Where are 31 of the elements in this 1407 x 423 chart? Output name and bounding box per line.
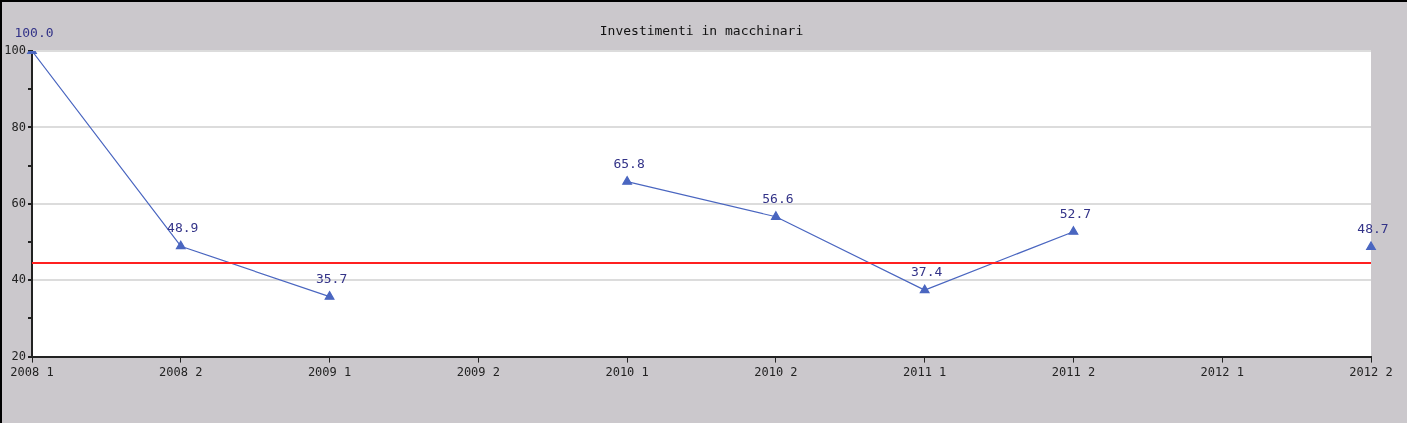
data-label: 35.7 — [315, 270, 348, 286]
x-tick-label: 2010 1 — [605, 364, 649, 379]
data-label: 100.0 — [14, 24, 54, 40]
x-tick-label: 2010 2 — [754, 364, 798, 379]
x-tick-label: 2011 1 — [902, 364, 947, 379]
data-label: 48.9 — [167, 220, 199, 236]
x-tick-label: 2012 1 — [1200, 364, 1244, 379]
x-tick-label: 2008 1 — [10, 364, 54, 379]
point — [1068, 226, 1079, 235]
data-label: 48.7 — [1357, 220, 1389, 236]
x-tick-label: 2012 2 — [1349, 364, 1393, 379]
x-tick-label: 2009 1 — [307, 364, 352, 379]
y-tick-label: 40 — [11, 272, 26, 287]
data-label: 65.8 — [613, 155, 645, 171]
point — [324, 291, 335, 300]
x-tick-label: 2008 2 — [159, 364, 203, 379]
y-tick-label: 80 — [11, 119, 26, 134]
point — [919, 284, 930, 294]
y-tick-label: 100 — [4, 43, 26, 58]
data-label: 52.7 — [1059, 205, 1092, 221]
data-label: 56.6 — [762, 190, 794, 206]
y-tick-label: 20 — [11, 348, 26, 363]
point — [175, 240, 186, 250]
y-tick-label: 60 — [11, 195, 26, 210]
point — [770, 211, 781, 220]
point — [622, 176, 633, 185]
data-label: 37.4 — [911, 264, 943, 280]
chart-title: Investimenti in macchinari — [599, 23, 804, 39]
x-tick-label: 2011 2 — [1051, 364, 1096, 379]
point — [1366, 241, 1376, 251]
x-tick-label: 2009 2 — [456, 364, 501, 379]
